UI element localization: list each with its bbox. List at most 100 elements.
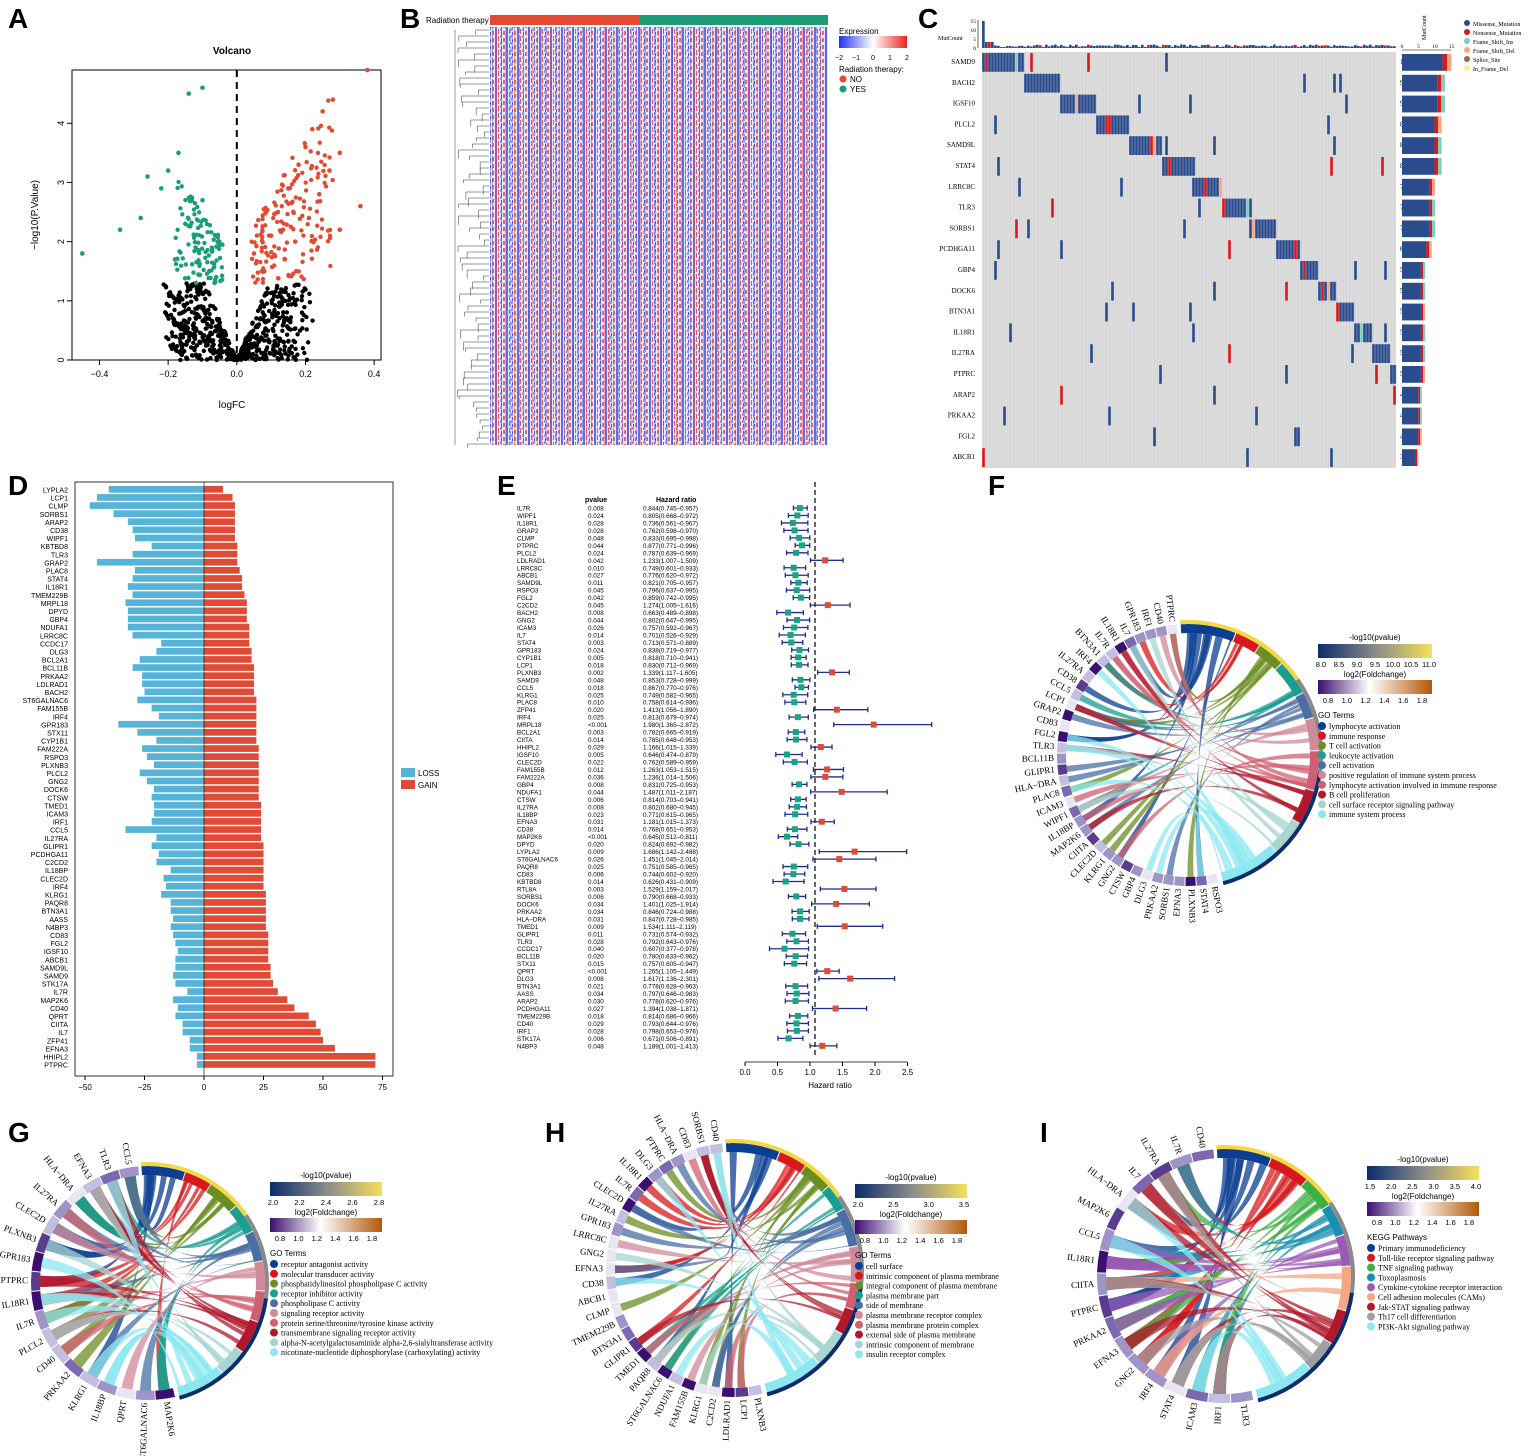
gene-arc (1062, 709, 1074, 722)
foldchange-scale-title: log2(Foldchange) (295, 1208, 358, 1217)
down-point (198, 219, 204, 224)
gene-label: PLAC8 (46, 569, 68, 576)
hr-point (822, 557, 829, 564)
up-point (303, 180, 308, 185)
mutation-cell (1336, 302, 1340, 322)
right-mutcount-tick: 0 (1401, 44, 1404, 50)
down-point (177, 249, 182, 254)
right-mutcount-tick: 15 (1449, 44, 1455, 50)
ns-point (174, 348, 179, 354)
gene-count-bar (1423, 366, 1426, 383)
volcano-ylabel: −log10(P.Value) (30, 180, 41, 250)
gain-bar (204, 939, 269, 947)
gene-label: STAT4 (955, 162, 975, 170)
up-point (307, 206, 313, 211)
loss-bar (134, 567, 204, 574)
loss-bar (175, 939, 204, 947)
gain-bar (204, 526, 235, 534)
down-point (173, 261, 179, 267)
gene-count-bar (1423, 303, 1426, 321)
up-point (329, 128, 335, 133)
up-point (327, 227, 333, 233)
mutcount-bar (1309, 44, 1312, 48)
ns-point (210, 344, 215, 349)
mutation-cell (1357, 323, 1361, 343)
gene-label: C2CD2 (704, 1398, 718, 1427)
gene-arc (611, 1222, 624, 1237)
ns-point (166, 336, 171, 342)
mutcount-bar (1234, 44, 1237, 48)
forest-pvalue: 0.022 (588, 759, 604, 766)
down-point (186, 216, 191, 222)
term-legend-label: lymphocyte activation (1329, 722, 1400, 731)
gene-label: PTPRC (44, 1063, 68, 1070)
gain-bar (204, 672, 254, 679)
mutcount-bar (1006, 46, 1009, 48)
loss-bar (156, 834, 204, 841)
forest-hr-text: 1.534(1.111–2.119) (643, 924, 697, 931)
mutation-cell (1006, 53, 1010, 72)
gene-label: EFNA3 (45, 1046, 68, 1053)
mutation-cell (1000, 53, 1004, 72)
term-arc (1255, 1362, 1311, 1399)
forest-pvalue: 0.026 (588, 857, 604, 864)
gene-arc (668, 1371, 685, 1386)
mutcount-tick: 10 (971, 28, 977, 34)
gene-arc (53, 1199, 73, 1220)
ns-point (217, 343, 223, 348)
mutation-cell (1117, 115, 1121, 135)
term-legend-dot (855, 1281, 863, 1290)
ns-point (305, 340, 311, 345)
mutation-cell (1297, 427, 1300, 447)
up-point (323, 173, 328, 179)
down-point (205, 259, 210, 265)
mutation-cell (1375, 344, 1379, 363)
forest-gene: GLIPR1 (517, 931, 540, 938)
gain-bar (204, 810, 262, 817)
mutation-cell (985, 53, 989, 72)
gain-bar (204, 1053, 376, 1060)
forest-hr-text: 0.831(0.725–0.953) (643, 782, 698, 789)
mutcount-bar (1219, 46, 1222, 48)
gain-bar (204, 907, 266, 914)
mutation-cell (1246, 198, 1250, 218)
down-point (183, 197, 188, 203)
down-point (172, 257, 178, 262)
up-point (258, 259, 263, 265)
gene-arc (1132, 1173, 1155, 1195)
gene-count-bar (1420, 345, 1424, 362)
gene-arc (1070, 688, 1083, 702)
ns-point (201, 348, 207, 354)
forest-gene: N4BP3 (517, 1043, 537, 1050)
ns-point (217, 320, 223, 325)
gene-label: IRF1 (1212, 1406, 1223, 1425)
ns-point (172, 300, 177, 305)
chord-ribbon (1114, 1202, 1320, 1332)
gain-bar (204, 1044, 335, 1052)
forest-hr-text: 0.792(0.643–0.976) (643, 939, 698, 946)
pvalue-tick: 2.6 (347, 1198, 357, 1207)
up-point (279, 187, 284, 193)
forest-hr-text: 0.798(0.653–0.976) (643, 1028, 698, 1035)
term-arc (1305, 751, 1319, 791)
up-point (318, 123, 324, 129)
up-point (253, 280, 258, 285)
up-point (314, 165, 319, 170)
forest-pvalue: 0.020 (588, 707, 604, 714)
up-point (301, 199, 307, 204)
gene-count-bar (1429, 220, 1433, 238)
term-legend-dot (855, 1301, 863, 1310)
up-point (289, 200, 294, 206)
down-point (138, 215, 143, 221)
down-point (213, 274, 219, 280)
loss-bar (127, 615, 204, 623)
foldchange-tick: 1.6 (933, 1236, 943, 1245)
term-legend-dot (270, 1279, 278, 1288)
mutcount-bar (1165, 44, 1168, 48)
pvalue-scale (1318, 644, 1432, 658)
mutation-cell (1333, 136, 1336, 155)
term-arc (1255, 645, 1282, 670)
chord-ribbon (1213, 1323, 1311, 1394)
gain-bar (204, 704, 257, 712)
mutation-cell (1003, 406, 1006, 426)
